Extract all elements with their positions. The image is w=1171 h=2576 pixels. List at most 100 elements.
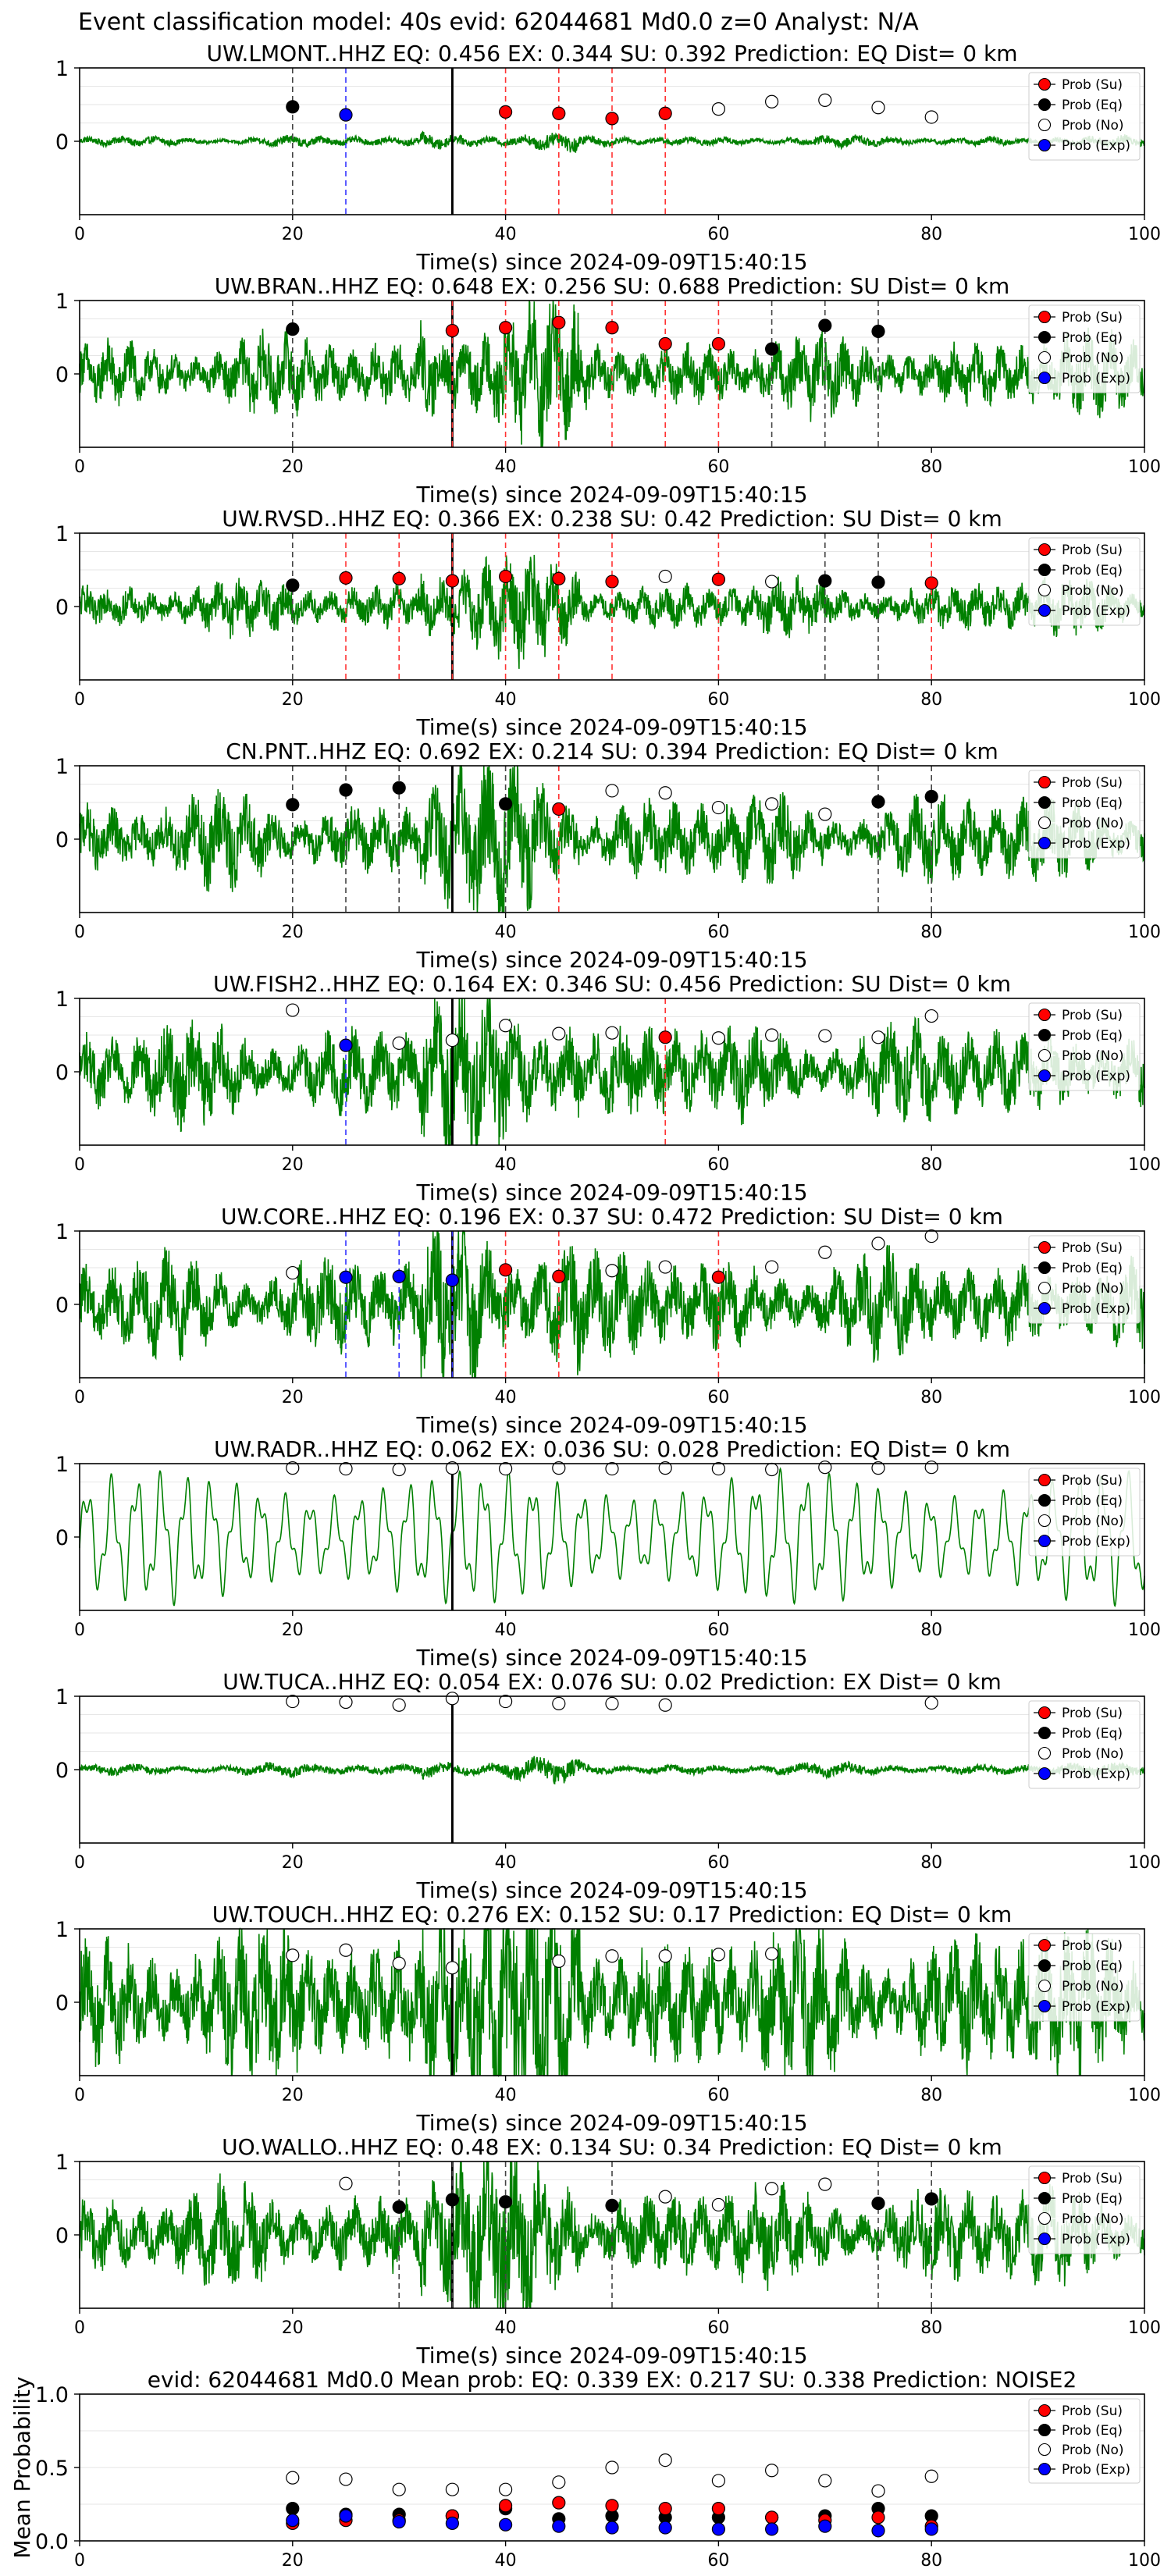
legend-marker-su xyxy=(1038,1473,1052,1487)
x-tick-label: 0 xyxy=(74,1155,85,1175)
chart-panel: UW.BRAN..HHZ EQ: 0.648 EX: 0.256 SU: 0.6… xyxy=(55,273,1161,507)
legend-label: Prob (Exp) xyxy=(1062,1069,1130,1084)
y-tick-label: 0 xyxy=(55,363,69,387)
prob-point-no xyxy=(658,1949,672,1963)
x-tick-label: 20 xyxy=(282,457,304,477)
x-tick-label: 100 xyxy=(1128,1621,1161,1640)
legend-label: Prob (No) xyxy=(1062,350,1124,366)
prob-point-no xyxy=(339,1695,353,1710)
y-tick-label: 0 xyxy=(55,1759,69,1783)
prob-point-no xyxy=(286,1694,300,1709)
prob-point-no xyxy=(924,1229,938,1244)
prob-point-no xyxy=(764,797,779,811)
prob-point-su xyxy=(711,572,726,586)
mean-prob-point-no xyxy=(764,2464,779,2478)
prob-point-eq xyxy=(871,795,885,809)
prob-point-no xyxy=(658,569,672,584)
y-tick-label: 0.5 xyxy=(35,2457,69,2481)
prob-point-no xyxy=(658,1461,672,1475)
x-tick-label: 60 xyxy=(707,457,729,477)
x-axis-label: Time(s) since 2024-09-09T15:40:15 xyxy=(415,249,807,275)
x-tick-label: 80 xyxy=(920,225,942,244)
x-tick-label: 60 xyxy=(707,923,729,942)
y-tick-label: 1 xyxy=(55,1220,69,1244)
legend-marker-eq xyxy=(1038,795,1052,809)
panel-title: UW.TUCA..HHZ EQ: 0.054 EX: 0.076 SU: 0.0… xyxy=(222,1669,1002,1695)
x-tick-label: 40 xyxy=(495,1621,517,1640)
mean-prob-point-su xyxy=(552,2496,566,2510)
legend-marker-exp xyxy=(1038,138,1052,152)
prob-point-su xyxy=(445,323,460,338)
prob-point-su xyxy=(711,1270,726,1284)
prob-point-no xyxy=(498,1694,513,1709)
mean-prob-point-no xyxy=(286,2471,300,2485)
legend-marker-no xyxy=(1038,350,1052,365)
x-tick-label: 100 xyxy=(1128,923,1161,942)
legend-label: Prob (Exp) xyxy=(1062,2462,1130,2478)
prob-point-su xyxy=(658,1030,672,1044)
x-tick-label: 0 xyxy=(74,457,85,477)
prob-point-su xyxy=(339,571,353,585)
panels: UW.LMONT..HHZ EQ: 0.456 EX: 0.344 SU: 0.… xyxy=(9,41,1161,2571)
prob-point-no xyxy=(605,1461,619,1476)
x-tick-label: 40 xyxy=(495,2086,517,2105)
legend-label: Prob (Eq) xyxy=(1062,1028,1123,1044)
prob-point-su xyxy=(498,569,513,584)
prob-point-eq xyxy=(286,578,300,592)
prob-point-eq xyxy=(286,100,300,114)
x-tick-label: 80 xyxy=(920,2086,942,2105)
y-tick-label: 1 xyxy=(55,2151,69,2175)
prob-point-su xyxy=(924,576,938,590)
mean-prob-point-exp xyxy=(658,2521,672,2535)
x-tick-label: 80 xyxy=(920,457,942,477)
legend-label: Prob (Su) xyxy=(1062,77,1123,93)
x-axis-label: Time(s) since 2024-09-09T15:40:15 xyxy=(415,1179,807,1205)
prob-point-su xyxy=(445,574,460,588)
legend-marker-exp xyxy=(1038,1999,1052,2013)
x-tick-label: 100 xyxy=(1128,1853,1161,1873)
x-tick-label: 100 xyxy=(1128,2086,1161,2105)
mean-prob-point-no xyxy=(605,2460,619,2475)
x-tick-label: 80 xyxy=(920,1621,942,1640)
x-tick-label: 60 xyxy=(707,1388,729,1407)
legend-marker-eq xyxy=(1038,563,1052,577)
legend-box xyxy=(1028,1700,1141,1789)
x-tick-label: 60 xyxy=(707,1621,729,1640)
legend-marker-su xyxy=(1038,1938,1052,1952)
mean-prob-point-exp xyxy=(818,2519,832,2533)
prob-point-eq xyxy=(498,2195,513,2209)
prob-point-no xyxy=(445,1961,460,1975)
prob-point-su xyxy=(552,1269,566,1283)
prob-point-no xyxy=(764,94,779,109)
waveform-trace xyxy=(79,1927,1145,2077)
legend-marker-no xyxy=(1038,583,1052,597)
panel-title: UW.BRAN..HHZ EQ: 0.648 EX: 0.256 SU: 0.6… xyxy=(215,273,1010,299)
legend-marker-exp xyxy=(1038,1767,1052,1781)
legend-label: Prob (Eq) xyxy=(1062,98,1123,113)
legend-marker-no xyxy=(1038,1281,1052,1295)
legend-box xyxy=(1028,770,1141,859)
legend-marker-eq xyxy=(1038,330,1052,344)
prob-point-no xyxy=(711,102,726,116)
prob-point-exp xyxy=(339,1038,353,1052)
chart-panel: UW.RADR..HHZ EQ: 0.062 EX: 0.036 SU: 0.0… xyxy=(55,1436,1161,1670)
mean-prob-point-exp xyxy=(286,2514,300,2528)
x-tick-label: 0 xyxy=(74,2318,85,2338)
prob-point-no xyxy=(871,1461,885,1475)
y-tick-label: 1 xyxy=(55,1453,69,1477)
prob-point-no xyxy=(871,101,885,115)
prob-point-no xyxy=(339,2176,353,2190)
prob-point-no xyxy=(818,93,832,107)
legend-box xyxy=(1028,2398,1141,2484)
prob-point-eq xyxy=(498,797,513,811)
x-tick-label: 80 xyxy=(920,1853,942,1873)
legend-label: Prob (Exp) xyxy=(1062,1301,1130,1317)
prob-point-no xyxy=(445,1692,460,1706)
y-tick-label: 0.0 xyxy=(35,2530,69,2554)
prob-point-no xyxy=(818,1029,832,1043)
prob-point-su xyxy=(552,315,566,329)
prob-point-no xyxy=(764,1947,779,1961)
legend-label: Prob (Eq) xyxy=(1062,1261,1123,1276)
prob-point-no xyxy=(286,1461,300,1475)
x-tick-label: 20 xyxy=(282,225,304,244)
